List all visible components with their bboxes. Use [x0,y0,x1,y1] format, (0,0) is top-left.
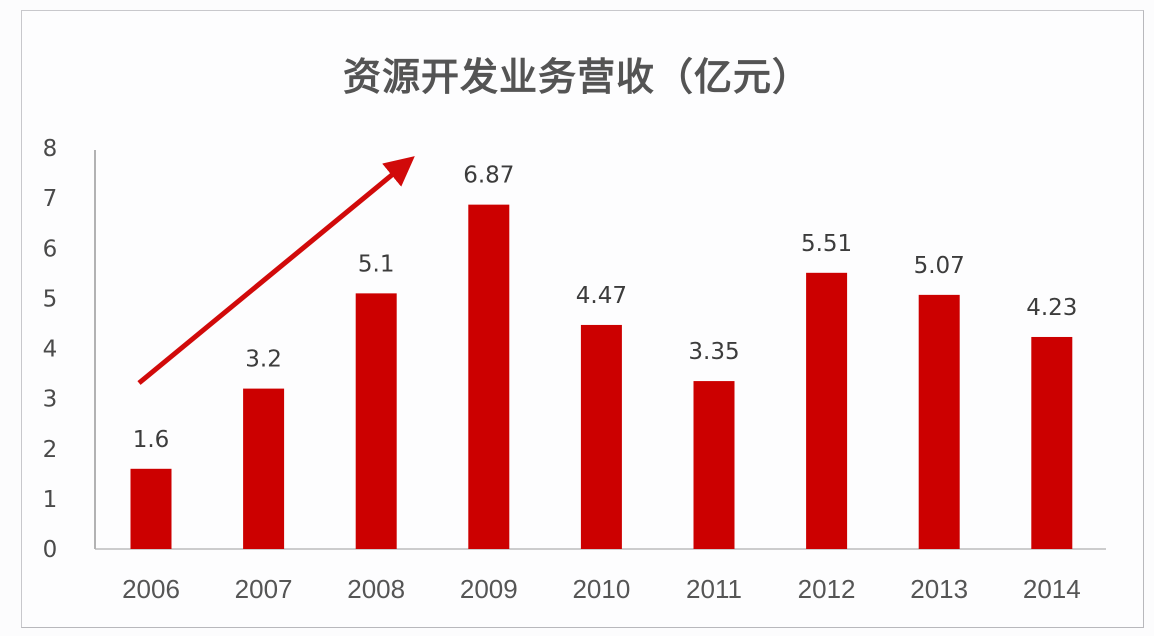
x-tick-label-2006: 2006 [122,574,180,604]
bar-2008 [355,293,397,549]
y-tick-label: 5 [43,286,58,312]
y-tick-label: 8 [43,136,58,162]
bar-2006 [130,468,172,549]
bar-2013 [918,294,960,549]
y-tick-label: 1 [43,487,58,513]
y-tick-label: 6 [43,236,58,262]
bar-2014 [1031,336,1073,549]
x-axis: 2006 2007 2008 2009 2010 2011 2012 2013 2014 [122,574,1081,604]
data-label-2014: 4.23 [1026,295,1077,321]
chart-title: 资源开发业务营收（亿元） [342,55,811,99]
data-labels: 1.6 3.2 5.1 6.87 4.47 3.35 5.51 5.07 4.23 [133,163,1078,453]
bars [130,204,1073,550]
data-label-2009: 6.87 [463,163,514,189]
x-tick-label-2014: 2014 [1023,574,1081,604]
y-tick-label: 2 [43,437,58,463]
y-tick-label: 3 [43,387,58,413]
data-label-2006: 1.6 [133,427,170,453]
bar-2007 [243,388,285,549]
data-label-2011: 3.35 [688,339,739,365]
data-label-2007: 3.2 [245,347,282,373]
x-tick-label-2010: 2010 [572,574,630,604]
x-tick-label-2011: 2011 [686,574,742,604]
trend-arrow-icon [137,156,415,385]
data-label-2008: 5.1 [358,251,395,277]
x-tick-label-2012: 2012 [798,574,856,604]
y-tick-label: 7 [43,186,58,212]
x-tick-label-2009: 2009 [460,574,518,604]
bar-2010 [580,324,622,549]
x-tick-label-2013: 2013 [910,574,968,604]
y-tick-label: 4 [43,337,58,363]
data-label-2010: 4.47 [576,283,627,309]
y-tick-label: 0 [43,537,58,563]
data-label-2012: 5.51 [801,231,852,257]
data-label-2013: 5.07 [914,253,965,279]
bar-2009 [468,204,510,550]
bar-2012 [806,272,848,549]
x-tick-label-2008: 2008 [347,574,405,604]
x-tick-label-2007: 2007 [235,574,293,604]
bar-2011 [693,381,735,549]
